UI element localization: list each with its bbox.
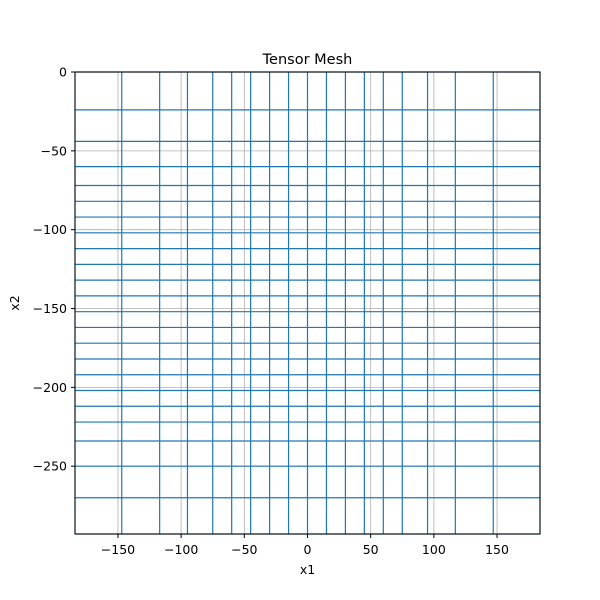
x-axis-ticks: −150 −100 −50 0 50 100 150 [101,534,509,557]
x-tick-label: −100 [164,542,198,557]
y-tick-label: −250 [33,459,67,474]
x-tick-label: 100 [422,542,446,557]
y-axis-label: x2 [7,295,22,310]
y-tick-label: −150 [33,301,67,316]
x-tick-label: 150 [485,542,509,557]
chart-title: Tensor Mesh [262,52,353,68]
x-tick-label: 50 [363,542,379,557]
y-tick-label: −200 [33,380,67,395]
y-tick-label: −100 [33,222,67,237]
y-tick-label: −50 [41,143,67,158]
x-axis-label: x1 [300,562,315,577]
y-axis-ticks: 0 −50 −100 −150 −200 −250 [33,65,75,474]
x-tick-label: 0 [304,542,312,557]
x-tick-label: −50 [231,542,257,557]
y-tick-label: 0 [59,65,67,80]
x-tick-label: −150 [101,542,135,557]
